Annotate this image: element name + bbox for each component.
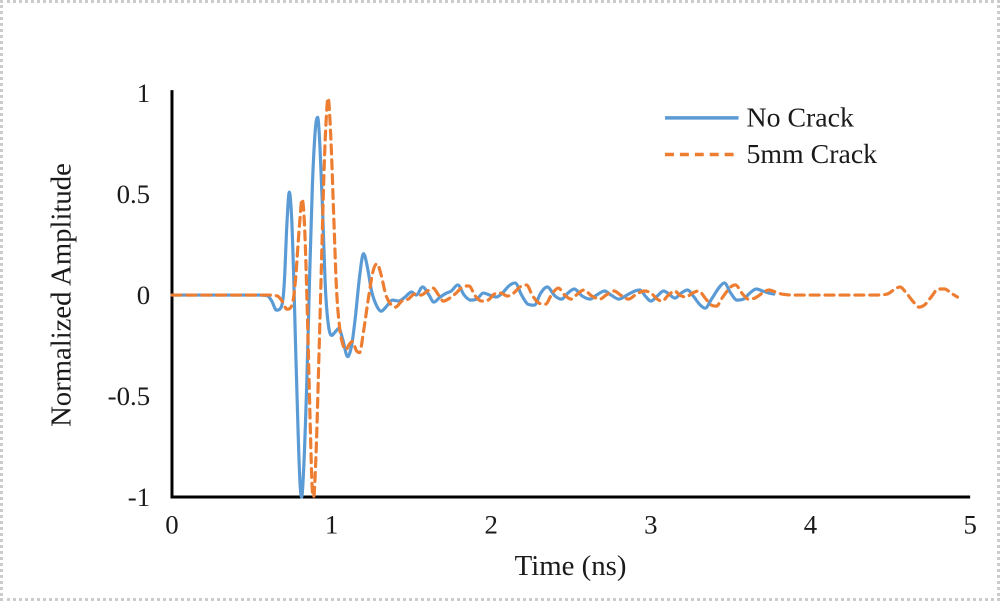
legend: No Crack 5mm Crack bbox=[665, 102, 877, 170]
x-tick-label-1: 1 bbox=[325, 510, 338, 540]
x-tick-label-3: 3 bbox=[644, 510, 657, 540]
y-tick-label-0-5: 0.5 bbox=[117, 179, 151, 209]
x-axis-title: Time (ns) bbox=[515, 550, 627, 582]
y-tick-label--1: -1 bbox=[128, 482, 150, 512]
line-chart: 0 1 2 3 4 5 1 0.5 0 -0.5 -1 Time (ns) Normalized … bbox=[46, 78, 977, 582]
y-tick-label--0-5: -0.5 bbox=[108, 381, 150, 411]
x-tick-label-5: 5 bbox=[963, 510, 976, 540]
x-tick-label-2: 2 bbox=[485, 510, 498, 540]
x-axis-ticks: 0 1 2 3 4 5 bbox=[165, 510, 977, 540]
legend-item-no-crack: No Crack bbox=[665, 102, 854, 133]
y-axis-title: Normalized Amplitude bbox=[46, 163, 78, 427]
y-axis-ticks: 1 0.5 0 -0.5 -1 bbox=[108, 78, 150, 512]
series-group bbox=[170, 96, 960, 499]
x-tick-label-4: 4 bbox=[804, 510, 817, 540]
legend-label-no-crack: No Crack bbox=[747, 102, 855, 133]
x-tick-label-0: 0 bbox=[165, 510, 178, 540]
legend-item-5mm-crack: 5mm Crack bbox=[665, 139, 877, 170]
y-tick-label-0: 0 bbox=[137, 280, 150, 310]
legend-label-5mm-crack: 5mm Crack bbox=[747, 139, 878, 170]
series-line-no-crack bbox=[170, 115, 776, 499]
series-line-5mm-crack bbox=[170, 96, 960, 499]
y-tick-label-1: 1 bbox=[137, 78, 150, 108]
